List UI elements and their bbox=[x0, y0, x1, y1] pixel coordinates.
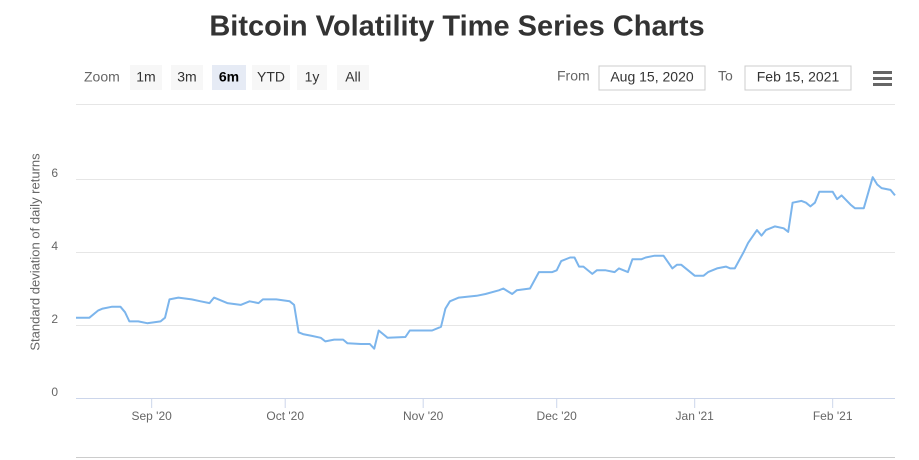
range-button-bg bbox=[171, 65, 203, 90]
x-tick-label: Dec '20 bbox=[537, 409, 578, 423]
range-button-label: 1y bbox=[305, 69, 320, 85]
from-label: From bbox=[557, 68, 590, 84]
chart-title: Bitcoin Volatility Time Series Charts bbox=[209, 11, 704, 43]
range-button-label: 1m bbox=[136, 69, 155, 85]
y-tick-label: 4 bbox=[51, 239, 58, 253]
from-input[interactable] bbox=[598, 65, 706, 91]
x-tick-label: Jan '21 bbox=[676, 409, 715, 423]
range-button-label: YTD bbox=[257, 69, 285, 85]
data-line bbox=[76, 176, 896, 350]
y-tick-label: 0 bbox=[51, 385, 58, 399]
range-button-label: All bbox=[345, 69, 361, 85]
range-button[interactable]: All bbox=[337, 65, 369, 90]
to-label: To bbox=[718, 68, 733, 84]
menu-button[interactable] bbox=[873, 71, 892, 86]
range-button-bg bbox=[212, 65, 246, 90]
to-value: Feb 15, 2021 bbox=[757, 69, 840, 85]
x-tick-label: Feb '21 bbox=[813, 409, 853, 423]
menu-bar bbox=[873, 77, 892, 80]
x-tick-label: Oct '20 bbox=[266, 409, 304, 423]
range-button-bg bbox=[130, 65, 162, 90]
y-axis-title: Standard deviation of daily returns bbox=[27, 153, 42, 351]
range-button[interactable]: 1m bbox=[130, 65, 162, 90]
zoom-label: Zoom bbox=[84, 69, 120, 85]
range-button-bg bbox=[252, 65, 290, 90]
x-tick-label: Nov '20 bbox=[403, 409, 444, 423]
range-button[interactable]: 3m bbox=[171, 65, 203, 90]
range-button-bg bbox=[337, 65, 369, 90]
y-tick-label: 6 bbox=[51, 166, 58, 180]
range-button[interactable]: YTD bbox=[252, 65, 290, 90]
from-value: Aug 15, 2020 bbox=[610, 69, 694, 85]
range-button-bg bbox=[297, 65, 327, 90]
menu-bar bbox=[873, 71, 892, 74]
range-button-label: 3m bbox=[177, 69, 196, 85]
range-button[interactable]: 1y bbox=[297, 65, 327, 90]
y-tick-label: 2 bbox=[51, 312, 58, 326]
menu-bar bbox=[873, 83, 892, 86]
to-input[interactable] bbox=[744, 65, 852, 91]
x-tick-label: Sep '20 bbox=[132, 409, 173, 423]
range-button-label: 6m bbox=[219, 69, 239, 85]
range-button[interactable]: 6m bbox=[212, 65, 246, 90]
